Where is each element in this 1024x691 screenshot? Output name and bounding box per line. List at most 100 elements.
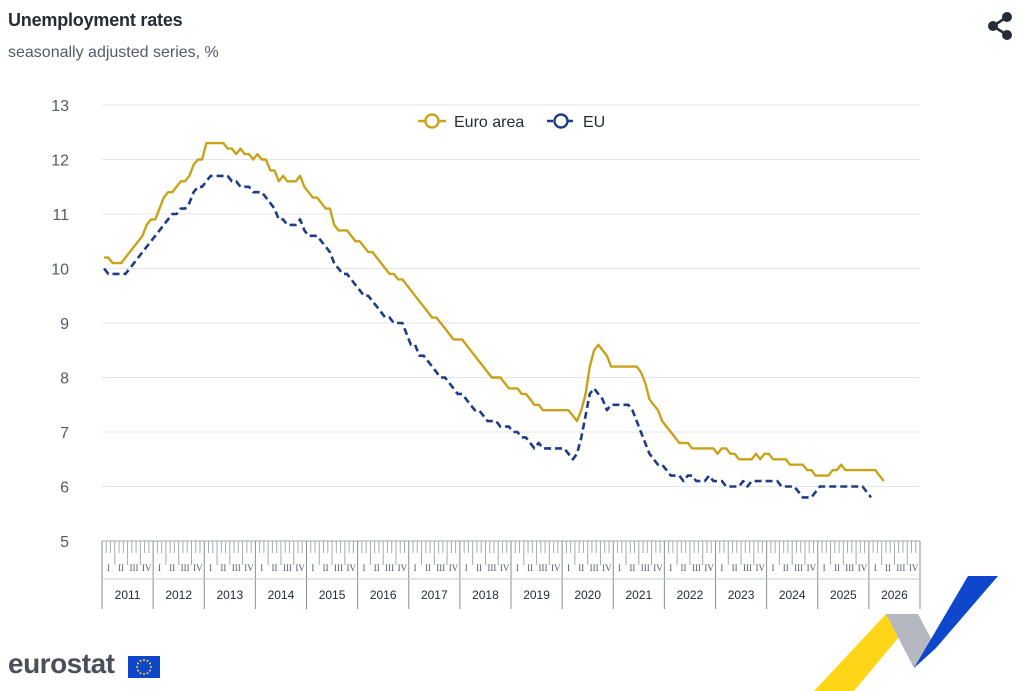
quarter-tick-label: I: [772, 563, 775, 573]
quarter-tick-label: I: [465, 563, 468, 573]
year-tick-label: 2023: [728, 588, 755, 602]
quarter-tick-label: II: [578, 563, 584, 573]
quarter-tick-label: III: [385, 563, 394, 573]
y-tick-label: 10: [51, 262, 69, 279]
eurostat-logo-text: eurostat: [8, 648, 115, 679]
quarter-tick-label: I: [209, 563, 212, 573]
quarter-tick-label: I: [107, 563, 110, 573]
quarter-tick-label: IV: [244, 563, 254, 573]
y-tick-label: 5: [60, 534, 69, 551]
year-tick-label: 2026: [881, 588, 908, 602]
quarter-tick-label: IV: [193, 563, 203, 573]
quarter-tick-label: IV: [500, 563, 510, 573]
year-tick-label: 2017: [421, 588, 448, 602]
quarter-tick-label: I: [414, 563, 417, 573]
quarter-tick-label: III: [794, 563, 803, 573]
share-button[interactable]: [984, 10, 1016, 42]
quarter-tick-label: IV: [346, 563, 356, 573]
y-tick-label: 6: [60, 480, 69, 497]
year-tick-label: 2019: [523, 588, 550, 602]
quarter-tick-label: I: [669, 563, 672, 573]
brand-ribbon-decoration: [814, 576, 998, 691]
quarter-tick-label: III: [487, 563, 496, 573]
quarter-tick-label: II: [834, 563, 840, 573]
quarter-tick-label: II: [323, 563, 329, 573]
quarter-tick-label: III: [334, 563, 343, 573]
quarter-tick-label: I: [823, 563, 826, 573]
chart-subtitle: seasonally adjusted series, %: [8, 44, 219, 61]
quarter-tick-label: III: [232, 563, 241, 573]
year-tick-label: 2011: [115, 588, 141, 602]
y-tick-label: 11: [52, 207, 69, 224]
quarter-tick-label: II: [118, 563, 124, 573]
quarter-tick-label: I: [874, 563, 877, 573]
quarter-tick-label: III: [181, 563, 190, 573]
quarter-tick-label: III: [538, 563, 547, 573]
quarter-tick-label: II: [629, 563, 635, 573]
year-tick-label: 2020: [574, 588, 601, 602]
quarter-tick-label: III: [743, 563, 752, 573]
legend-marker: [424, 113, 440, 129]
quarter-tick-label: I: [158, 563, 161, 573]
series-line-euro-area: [104, 141, 885, 482]
quarter-tick-label: II: [374, 563, 380, 573]
year-tick-label: 2015: [319, 588, 346, 602]
quarter-tick-label: IV: [807, 563, 817, 573]
y-tick-label: 12: [51, 153, 69, 170]
series-line-eu: [103, 174, 873, 499]
quarter-tick-label: I: [720, 563, 723, 573]
quarter-tick-label: III: [436, 563, 445, 573]
quarter-tick-label: IV: [858, 563, 868, 573]
year-tick-label: 2013: [216, 588, 243, 602]
quarter-tick-label: II: [220, 563, 226, 573]
quarter-tick-label: IV: [909, 563, 919, 573]
quarter-tick-label: II: [169, 563, 175, 573]
quarter-tick-label: IV: [449, 563, 459, 573]
y-tick-label: 7: [60, 425, 69, 442]
y-tick-label: 8: [60, 371, 69, 388]
quarter-tick-label: I: [260, 563, 263, 573]
year-tick-label: 2012: [165, 588, 192, 602]
quarter-tick-label: III: [590, 563, 599, 573]
quarter-tick-label: I: [516, 563, 519, 573]
y-tick-label: 9: [60, 316, 69, 333]
quarter-tick-label: IV: [755, 563, 765, 573]
quarter-tick-label: IV: [398, 563, 408, 573]
quarter-tick-label: III: [845, 563, 854, 573]
year-tick-label: 2024: [779, 588, 806, 602]
quarter-tick-label: I: [567, 563, 570, 573]
year-tick-label: 2014: [268, 588, 295, 602]
quarter-tick-label: III: [692, 563, 701, 573]
quarter-tick-label: II: [783, 563, 789, 573]
quarter-tick-label: IV: [142, 563, 152, 573]
year-tick-label: 2021: [625, 588, 652, 602]
quarter-tick-label: I: [311, 563, 314, 573]
y-tick-label: 13: [51, 98, 69, 115]
quarter-tick-label: II: [527, 563, 533, 573]
quarter-tick-label: III: [896, 563, 905, 573]
quarter-tick-label: IV: [653, 563, 663, 573]
eu-flag-icon: [128, 656, 160, 678]
quarter-tick-label: II: [425, 563, 431, 573]
quarter-tick-label: I: [618, 563, 621, 573]
quarter-tick-label: IV: [551, 563, 561, 573]
legend-label-eu: EU: [583, 114, 605, 131]
quarter-tick-label: III: [129, 563, 138, 573]
quarter-tick-label: II: [885, 563, 891, 573]
year-tick-label: 2025: [830, 588, 857, 602]
year-tick-label: 2018: [472, 588, 499, 602]
chart-title: Unemployment rates: [8, 10, 183, 30]
year-tick-label: 2016: [370, 588, 397, 602]
legend-marker: [553, 113, 569, 129]
quarter-tick-label: II: [681, 563, 687, 573]
legend-label-euro-area: Euro area: [454, 114, 524, 131]
share-icon: [988, 12, 1012, 40]
quarter-tick-label: I: [363, 563, 366, 573]
quarter-tick-label: II: [732, 563, 738, 573]
quarter-tick-label: II: [476, 563, 482, 573]
quarter-tick-label: IV: [602, 563, 612, 573]
quarter-tick-label: IV: [704, 563, 714, 573]
quarter-tick-label: II: [272, 563, 278, 573]
quarter-tick-label: IV: [295, 563, 305, 573]
